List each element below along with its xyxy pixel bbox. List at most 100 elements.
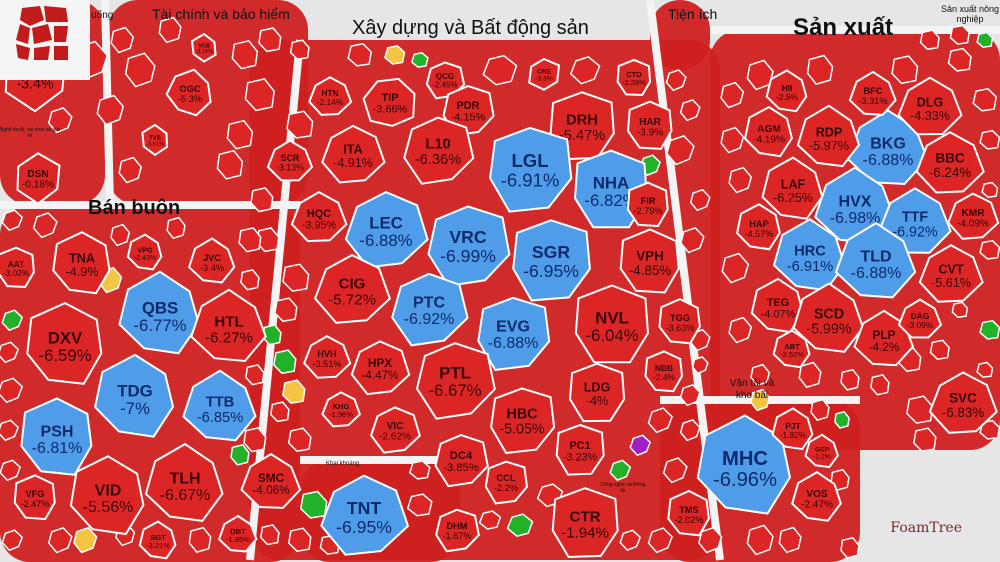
- small-stock-cell[interactable]: [506, 513, 534, 538]
- stock-cell-ccl[interactable]: CCL-2.2%: [484, 460, 529, 505]
- stock-cell-shape[interactable]: [415, 342, 496, 420]
- stock-cell-shape[interactable]: [16, 152, 61, 205]
- stock-cell-tna[interactable]: TNA-4.9%: [52, 231, 111, 295]
- small-stock-cell[interactable]: [569, 56, 601, 85]
- small-stock-cell[interactable]: [972, 87, 998, 112]
- stock-cell-shape[interactable]: [190, 288, 267, 363]
- small-stock-cell[interactable]: [1, 529, 24, 552]
- stock-cell-khg[interactable]: KHG-1.96%: [321, 391, 362, 428]
- stock-cell-mhc[interactable]: MHC-6.96%: [696, 414, 791, 515]
- stock-cell-shape[interactable]: [918, 244, 984, 303]
- small-stock-cell[interactable]: [746, 59, 774, 91]
- stock-cell-nvl[interactable]: NVL-6.04%: [574, 284, 650, 364]
- stock-cell-shape[interactable]: [574, 284, 650, 364]
- stock-cell-shape[interactable]: [69, 455, 145, 536]
- stock-cell-ogc[interactable]: OGC-5.3%: [165, 68, 212, 117]
- small-stock-cell[interactable]: [273, 349, 297, 375]
- small-stock-cell[interactable]: [976, 31, 994, 48]
- small-stock-cell[interactable]: [665, 69, 687, 92]
- stock-cell-qbs[interactable]: QBS-6.77%: [118, 270, 200, 355]
- small-stock-cell[interactable]: [929, 339, 950, 360]
- small-stock-cell[interactable]: [47, 527, 73, 554]
- small-stock-cell[interactable]: [629, 434, 652, 457]
- small-stock-cell[interactable]: [118, 156, 143, 184]
- stock-cell-shape[interactable]: [362, 77, 416, 127]
- stock-cell-shape[interactable]: [489, 126, 573, 213]
- stock-cell-tip[interactable]: TIP-3.66%: [362, 77, 416, 127]
- stock-cell-hvh[interactable]: HVH-3.51%: [303, 335, 352, 379]
- stock-cell-tnt[interactable]: TNT-6.95%: [320, 474, 410, 556]
- stock-cell-tvb[interactable]: TVB-3.51%: [141, 123, 169, 157]
- stock-cell-shape[interactable]: [391, 272, 469, 347]
- stock-cell-shape[interactable]: [771, 407, 814, 451]
- small-stock-cell[interactable]: [647, 407, 673, 434]
- stock-cell-shape[interactable]: [551, 487, 619, 559]
- stock-cell-shape[interactable]: [928, 371, 998, 434]
- stock-cell-agm[interactable]: AGM-4.19%: [743, 105, 793, 158]
- stock-cell-bbc[interactable]: BBC-6.24%: [915, 131, 985, 194]
- small-stock-cell[interactable]: [662, 457, 688, 484]
- small-stock-cell[interactable]: [728, 316, 753, 344]
- stock-cell-shape[interactable]: [765, 69, 808, 113]
- stock-cell-cre[interactable]: CRE-3.3%: [528, 57, 561, 91]
- stock-cell-dbt[interactable]: DBT-1.85%: [217, 514, 258, 553]
- stock-cell-shape[interactable]: [321, 124, 386, 184]
- stock-cell-hap[interactable]: HAP-4.57%: [736, 203, 781, 251]
- small-stock-cell[interactable]: [949, 24, 970, 45]
- small-stock-cell[interactable]: [679, 384, 701, 407]
- stock-cell-shape[interactable]: [667, 489, 710, 537]
- small-stock-cell[interactable]: [979, 239, 1000, 260]
- stock-cell-nbb[interactable]: NBB-2.4%: [644, 350, 684, 393]
- stock-cell-shape[interactable]: [320, 474, 410, 556]
- small-stock-cell[interactable]: [384, 45, 406, 65]
- small-stock-cell[interactable]: [73, 526, 98, 554]
- small-stock-cell[interactable]: [410, 51, 429, 68]
- stock-cell-vcb[interactable]: VCB-3.14%: [190, 32, 217, 63]
- small-stock-cell[interactable]: [32, 212, 58, 239]
- small-stock-cell[interactable]: [406, 493, 433, 517]
- small-stock-cell[interactable]: [0, 459, 22, 482]
- small-stock-cell[interactable]: [478, 510, 502, 530]
- stock-cell-evg[interactable]: EVG-6.88%: [477, 296, 551, 371]
- stock-cell-shape[interactable]: [490, 387, 556, 455]
- small-stock-cell[interactable]: [262, 324, 282, 346]
- stock-cell-ita[interactable]: ITA-4.91%: [321, 124, 386, 184]
- small-stock-cell[interactable]: [947, 47, 972, 72]
- stock-cell-dsn[interactable]: DSN-0.18%: [16, 152, 61, 205]
- small-stock-cell[interactable]: [238, 227, 262, 253]
- stock-cell-gsp[interactable]: GSP-1.2%: [804, 433, 840, 469]
- stock-cell-hrc[interactable]: HRC-6.91%: [772, 218, 846, 292]
- stock-cell-aat[interactable]: AAT-3.02%: [0, 246, 35, 289]
- small-stock-cell[interactable]: [230, 443, 250, 466]
- small-stock-cell[interactable]: [243, 427, 267, 453]
- stock-cell-kmr[interactable]: KMR-4.09%: [947, 192, 1000, 240]
- stock-cell-tms[interactable]: TMS-2.02%: [667, 489, 710, 537]
- small-stock-cell[interactable]: [609, 459, 632, 481]
- small-stock-cell[interactable]: [1, 209, 24, 232]
- stock-cell-shape[interactable]: [791, 471, 842, 522]
- stock-cell-tlh[interactable]: TLH-6.67%: [144, 442, 224, 522]
- stock-cell-tld[interactable]: TLD-6.88%: [834, 221, 917, 299]
- small-stock-cell[interactable]: [834, 410, 850, 429]
- stock-cell-tdg[interactable]: TDG-7%: [94, 353, 175, 438]
- stock-cell-dxv[interactable]: DXV-6.59%: [26, 301, 103, 385]
- small-stock-cell[interactable]: [482, 54, 518, 86]
- stock-cell-shape[interactable]: [165, 68, 212, 117]
- small-stock-cell[interactable]: [250, 187, 274, 213]
- small-stock-cell[interactable]: [728, 166, 753, 194]
- stock-cell-htn[interactable]: HTN-2.14%: [308, 76, 353, 116]
- small-stock-cell[interactable]: [647, 527, 673, 554]
- small-stock-cell[interactable]: [258, 27, 282, 53]
- stock-cell-ptl[interactable]: PTL-6.67%: [415, 342, 496, 420]
- stock-cell-fir[interactable]: FIR-2.79%: [626, 181, 669, 228]
- stock-cell-ldg[interactable]: LDG-4%: [568, 362, 626, 423]
- stock-cell-smc[interactable]: SMC-4.06%: [240, 452, 302, 509]
- stock-cell-lgl[interactable]: LGL-6.91%: [489, 126, 573, 213]
- stock-cell-teg[interactable]: TEG-4.07%: [750, 277, 805, 334]
- stock-cell-vrc[interactable]: VRC-6.99%: [427, 205, 511, 287]
- stock-cell-htl[interactable]: HTL-6.27%: [190, 288, 267, 363]
- stock-cell-shape[interactable]: [94, 353, 175, 438]
- stock-cell-shape[interactable]: [313, 253, 391, 324]
- small-stock-cell[interactable]: [870, 374, 890, 396]
- small-stock-cell[interactable]: [746, 524, 774, 556]
